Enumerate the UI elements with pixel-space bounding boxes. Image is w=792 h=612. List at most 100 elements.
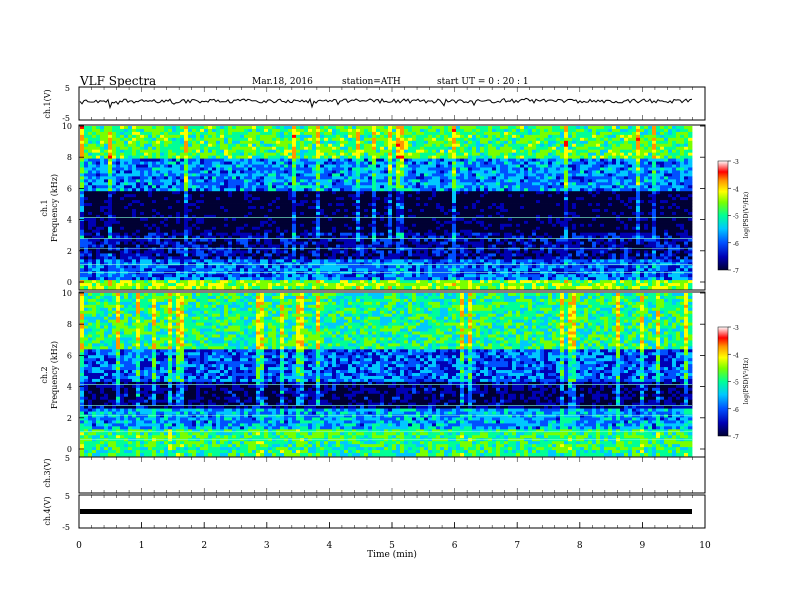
spectrogram-cell: [400, 203, 405, 207]
spectrogram-cell: [148, 137, 153, 142]
spectrogram-cell: [224, 176, 229, 180]
spectrogram-cell: [244, 277, 249, 281]
spectrogram-cell: [388, 244, 393, 248]
spectrogram-cell: [312, 176, 317, 180]
spectrogram-cell: [80, 238, 85, 242]
spectrogram-cell: [140, 226, 145, 231]
spectrogram-cell: [264, 235, 269, 240]
spectrogram-cell: [140, 203, 145, 207]
spectrogram-cell: [240, 226, 245, 231]
spectrogram-cell: [428, 194, 433, 198]
spectrogram-cell: [116, 280, 121, 284]
spectrogram-cell: [160, 128, 165, 133]
spectrogram-cell: [136, 188, 141, 192]
spectrogram-cell: [268, 226, 273, 231]
spectrogram-cell: [408, 134, 413, 139]
spectrogram-cell: [288, 131, 293, 136]
spectrogram-cell: [432, 131, 437, 136]
spectrogram-cell: [112, 173, 117, 177]
spectrogram-cell: [432, 211, 437, 216]
spectrogram-cell: [424, 250, 429, 254]
spectrogram-cell: [312, 143, 317, 148]
spectrogram-cell: [176, 161, 181, 165]
spectrogram-cell: [416, 146, 421, 151]
spectrogram-cell: [428, 226, 433, 231]
spectrogram-cell: [336, 176, 341, 180]
spectrogram-cell: [284, 185, 289, 189]
spectrogram-cell: [264, 167, 269, 171]
spectrogram-cell: [344, 265, 349, 269]
spectrogram-cell: [428, 283, 433, 287]
spectrogram-cell: [136, 158, 141, 162]
spectrogram-cell: [180, 167, 185, 171]
spectrogram-cell: [376, 131, 381, 136]
spectrogram-cell: [168, 149, 173, 154]
spectrogram-cell: [180, 164, 185, 168]
spectrogram-cell: [232, 283, 237, 287]
spectrogram-cell: [280, 253, 285, 257]
spectrogram-cell: [340, 134, 345, 139]
spectrogram-cell: [212, 176, 217, 180]
spectrogram-cell: [296, 203, 301, 207]
spectrogram-cell: [292, 235, 297, 240]
spectrogram-cell: [92, 238, 97, 242]
spectrogram-cell: [312, 280, 317, 284]
spectrogram-cell: [252, 286, 257, 290]
spectrogram-cell: [252, 238, 257, 242]
spectrogram-cell: [144, 170, 149, 174]
spectrogram-cell: [156, 217, 161, 222]
spectrogram-cell: [204, 143, 209, 148]
spectrogram-cell: [400, 161, 405, 165]
spectrogram-cell: [240, 170, 245, 174]
spectrogram-cell: [176, 158, 181, 162]
spectrogram-cell: [400, 146, 405, 151]
spectrogram-cell: [312, 182, 317, 186]
spectrogram-cell: [324, 262, 329, 266]
spectrogram-cell: [196, 131, 201, 136]
spectrogram-cell: [368, 283, 373, 287]
spectrogram-cell: [188, 253, 193, 257]
spectrogram-cell: [412, 179, 417, 183]
spectrogram-cell: [324, 137, 329, 142]
spectrogram-cell: [188, 137, 193, 142]
spectrogram-cell: [420, 244, 425, 248]
spectrogram-cell: [152, 149, 157, 154]
spectrogram-cell: [364, 217, 369, 222]
spectrogram-cell: [120, 170, 125, 174]
spectrogram-cell: [348, 250, 353, 254]
spectrogram-cell: [324, 223, 329, 228]
spectrogram-cell: [180, 179, 185, 183]
spectrogram-cell: [216, 179, 221, 183]
spectrogram-cell: [404, 238, 409, 242]
spectrogram-cell: [348, 223, 353, 228]
spectrogram-cell: [244, 235, 249, 240]
spectrogram-cell: [420, 247, 425, 251]
spectrogram-cell: [420, 167, 425, 171]
spectrogram-cell: [92, 256, 97, 260]
spectrogram-cell: [244, 223, 249, 228]
spectrogram-cell: [308, 126, 313, 130]
spectrogram-cell: [316, 250, 321, 254]
spectrogram-cell: [184, 268, 189, 272]
spectrogram-cell: [84, 137, 89, 142]
spectrogram-cell: [364, 253, 369, 257]
spectrogram-cell: [156, 208, 161, 213]
spectrogram-cell: [264, 226, 269, 231]
spectrogram-cell: [436, 164, 441, 168]
spectrogram-cell: [228, 179, 233, 183]
spectrogram-cell: [84, 161, 89, 165]
spectrogram-cell: [324, 131, 329, 136]
spectrogram-cell: [228, 191, 233, 195]
spectrogram-cell: [292, 167, 297, 171]
spectrogram-cell: [428, 155, 433, 159]
spectrogram-cell: [288, 137, 293, 142]
spectrogram-cell: [392, 283, 397, 287]
spectrogram-cell: [236, 211, 241, 216]
spectrogram-cell: [156, 229, 161, 234]
spectrogram-cell: [376, 134, 381, 139]
spectrogram-cell: [416, 235, 421, 240]
spectrogram-cell: [272, 280, 277, 284]
spectrogram-cell: [108, 176, 113, 180]
spectrogram-cell: [424, 188, 429, 192]
spectrogram-cell: [308, 226, 313, 231]
